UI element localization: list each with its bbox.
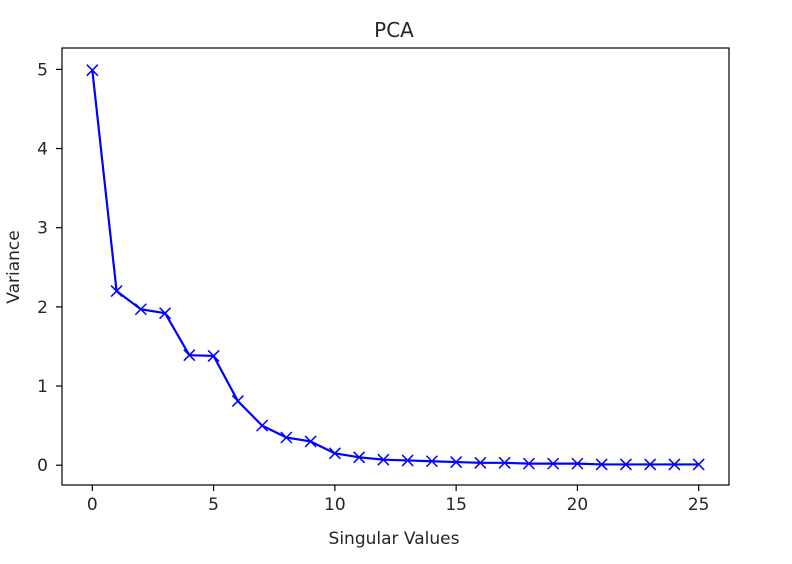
y-axis-title: Variance: [4, 230, 24, 303]
data-point-marker: [207, 349, 220, 362]
data-point-marker: [619, 458, 632, 471]
data-point-marker: [231, 395, 244, 408]
x-tick-label: 5: [208, 495, 219, 515]
data-point-marker: [159, 307, 172, 320]
data-point-marker: [522, 457, 535, 470]
data-point-marker: [668, 458, 681, 471]
data-point-marker: [256, 419, 269, 432]
data-point-marker: [498, 456, 511, 469]
data-point-marker: [450, 456, 463, 469]
x-tick-label: 15: [445, 495, 467, 515]
data-point-marker: [401, 454, 414, 467]
x-axis-title: Singular Values: [329, 529, 460, 549]
data-point-marker: [425, 455, 438, 468]
plot-area: 0 5 10 15 20 25 0 1 2 3 4 5: [37, 47, 730, 515]
y-tick-label: 2: [37, 298, 48, 318]
x-tick-label: 10: [324, 495, 346, 515]
data-point-marker: [183, 349, 196, 362]
data-point-marker: [328, 447, 341, 460]
data-point-marker: [86, 64, 99, 77]
chart-title: PCA: [374, 18, 414, 42]
data-point-marker: [134, 303, 147, 316]
axes-frame: [61, 47, 730, 486]
x-tick-label: 0: [87, 495, 98, 515]
x-tick-label: 25: [688, 495, 710, 515]
data-point-marker: [304, 435, 317, 448]
data-point-marker: [644, 458, 657, 471]
y-tick-label: 5: [37, 60, 48, 80]
data-point-marker: [353, 451, 366, 464]
data-point-marker: [595, 458, 608, 471]
data-point-marker: [571, 457, 584, 470]
data-point-marker: [474, 456, 487, 469]
data-point-marker: [280, 431, 293, 444]
data-point-marker: [692, 458, 705, 471]
data-point-marker: [110, 285, 123, 298]
y-tick-label: 1: [37, 377, 48, 397]
data-point-marker: [547, 457, 560, 470]
series-line: [91, 69, 700, 466]
y-tick-label: 4: [37, 140, 48, 160]
y-tick-label: 3: [37, 219, 48, 239]
y-tick-label: 0: [37, 456, 48, 476]
x-tick-label: 20: [567, 495, 589, 515]
data-point-marker: [377, 453, 390, 466]
